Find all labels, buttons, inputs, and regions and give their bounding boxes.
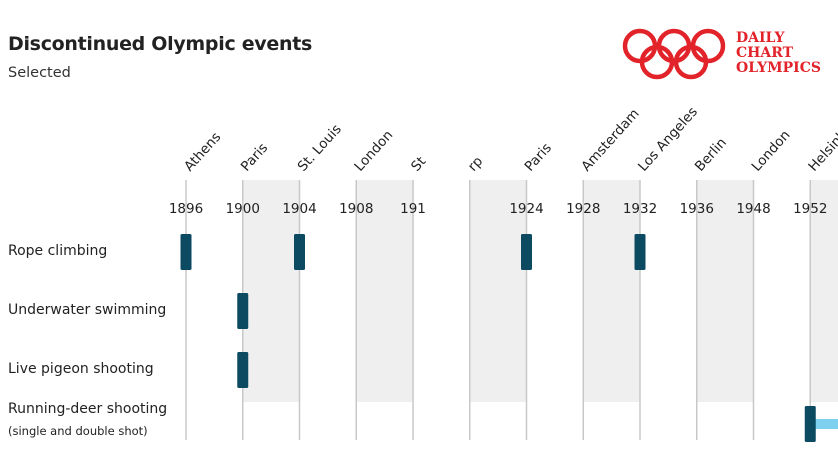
event-label-0: Rope climbing bbox=[8, 243, 108, 259]
event-label-3: Running-deer shooting bbox=[8, 401, 168, 417]
year-label-1932: 1932 bbox=[623, 201, 657, 217]
timeline-band-9 bbox=[696, 180, 754, 402]
year-label-1952: 1952 bbox=[793, 201, 827, 217]
year-label-1900: 1900 bbox=[226, 201, 260, 217]
event-note-3: (single and double shot) bbox=[8, 424, 148, 438]
timeline-band-5 bbox=[469, 180, 527, 402]
event-marker-0-1896 bbox=[180, 234, 192, 270]
event-marker-3-1952 bbox=[804, 406, 816, 442]
city-label-1924: Paris bbox=[522, 140, 555, 175]
event-marker-0-1924 bbox=[521, 234, 532, 270]
year-label-1924: 1924 bbox=[509, 201, 543, 217]
city-label-1952: Helsinki bbox=[805, 124, 838, 174]
city-label-1908: London bbox=[351, 127, 396, 174]
olympic-rings-logo bbox=[622, 28, 726, 80]
year-label-1896: 1896 bbox=[169, 201, 203, 217]
year-label-1948: 1948 bbox=[736, 201, 770, 217]
year-label-1936: 1936 bbox=[680, 201, 714, 217]
timeline-band-7 bbox=[583, 180, 640, 402]
brand-line-2: CHART bbox=[736, 45, 794, 61]
city-label-1896: Athens bbox=[181, 129, 224, 174]
event-marker-0-1904 bbox=[294, 234, 305, 270]
event-marker-0-1932 bbox=[634, 234, 646, 270]
event-label-2: Live pigeon shooting bbox=[8, 361, 154, 377]
event-marker-2-1900 bbox=[237, 352, 249, 388]
brand-wordmark: DAILY CHART OLYMPICS bbox=[736, 31, 821, 76]
olympic-ring-5 bbox=[673, 44, 709, 80]
brand-line-3: OLYMPICS bbox=[736, 60, 821, 76]
city-label-1936: Berlin bbox=[692, 135, 730, 175]
year-label-1928: 1928 bbox=[566, 201, 600, 217]
year-label-1912: 191 bbox=[400, 201, 426, 217]
event-label-1: Underwater swimming bbox=[8, 302, 167, 318]
olympic-ring-4 bbox=[639, 44, 675, 80]
timeline-band-1 bbox=[242, 180, 300, 402]
brand-line-1: DAILY bbox=[736, 30, 785, 46]
chart-subtitle: Selected bbox=[8, 65, 71, 81]
city-label-1928: Amsterdam bbox=[578, 106, 642, 175]
city-label-1900: Paris bbox=[238, 140, 271, 175]
year-label-1908: 1908 bbox=[339, 201, 373, 217]
event-span-3 bbox=[810, 419, 838, 429]
city-label-1912: St bbox=[408, 154, 429, 175]
timeline-band-3 bbox=[356, 180, 413, 402]
timeline-band-11 bbox=[810, 180, 838, 402]
event-marker-1-1900 bbox=[237, 293, 249, 329]
city-label-1948: London bbox=[749, 127, 794, 174]
city-label-1920: rp bbox=[465, 153, 486, 174]
city-label-1904: St. Louis bbox=[295, 121, 345, 174]
chart-title: Discontinued Olympic events bbox=[8, 33, 312, 55]
year-label-1904: 1904 bbox=[282, 201, 316, 217]
